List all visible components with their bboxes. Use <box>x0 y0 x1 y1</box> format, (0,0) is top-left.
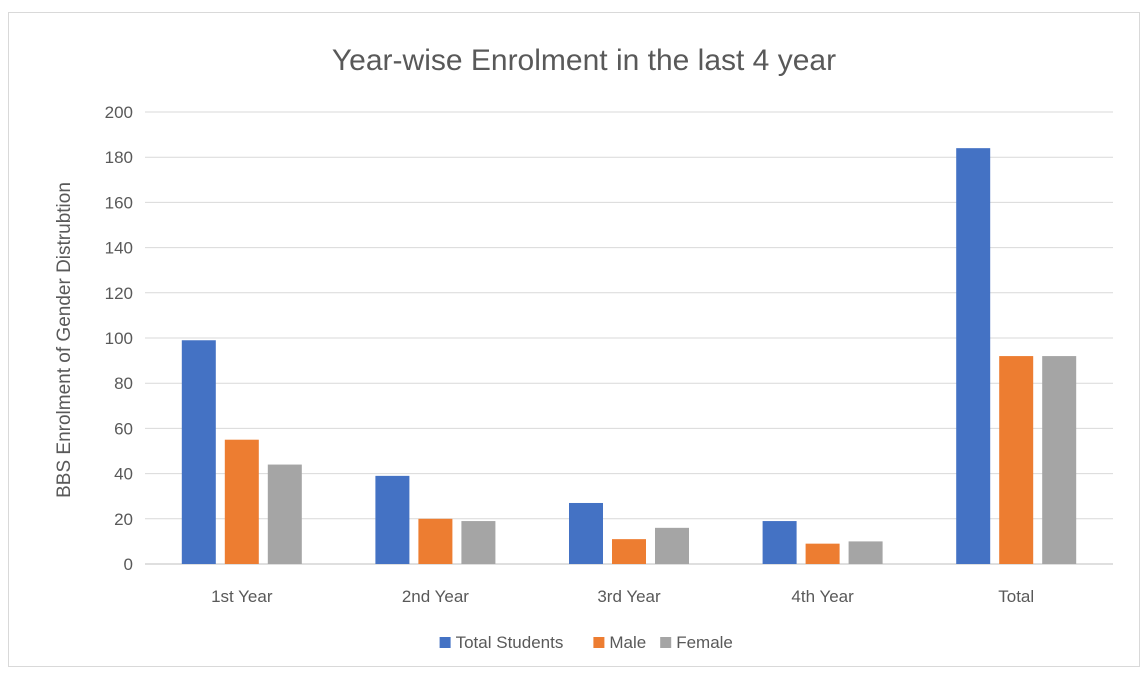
y-tick-label: 200 <box>105 103 133 122</box>
bar-male-2nd-year <box>418 518 453 564</box>
y-tick-label: 0 <box>124 555 133 574</box>
y-tick-label: 20 <box>114 510 133 529</box>
bar-male-3rd-year <box>612 539 646 564</box>
x-axis-ticks: 1st Year 2nd Year 3rd Year 4th Year Total <box>211 587 1034 606</box>
bar-total-students-3rd-year <box>569 502 603 564</box>
y-axis-title: BBS Enrolment of Gender Distrubtion <box>54 182 75 498</box>
y-tick-label: 160 <box>105 193 133 212</box>
bar-total-students-total <box>956 148 991 564</box>
bar-female-total <box>1042 356 1077 564</box>
y-tick-label: 100 <box>105 329 133 348</box>
legend-label: Female <box>676 633 733 652</box>
bar-total-students-4th-year <box>762 521 797 564</box>
bar-total-students-1st-year <box>181 340 216 564</box>
legend-label: Total Students <box>456 633 564 652</box>
bar-female-2nd-year <box>461 521 496 564</box>
bar-female-4th-year <box>848 541 883 564</box>
bar-male-total <box>999 356 1034 564</box>
bars <box>181 148 1077 564</box>
gridlines <box>145 111 1113 565</box>
y-tick-label: 40 <box>114 465 133 484</box>
legend-swatch-total-students <box>439 637 451 648</box>
x-tick-label: Total <box>998 587 1034 606</box>
legend-swatch-female <box>660 637 672 648</box>
x-tick-label: 3rd Year <box>597 587 661 606</box>
x-tick-label: 2nd Year <box>402 587 469 606</box>
y-tick-label: 60 <box>114 419 133 438</box>
y-tick-label: 80 <box>114 374 133 393</box>
x-tick-label: 4th Year <box>791 587 854 606</box>
y-tick-label: 120 <box>105 284 133 303</box>
y-tick-label: 140 <box>105 239 133 258</box>
legend: Total Students Male Female <box>439 633 733 652</box>
legend-swatch-male <box>593 637 605 648</box>
bar-female-3rd-year <box>655 527 689 564</box>
x-tick-label: 1st Year <box>211 587 273 606</box>
y-axis-ticks: 0 20 40 60 80 100 120 140 160 180 200 <box>105 103 133 574</box>
bar-female-1st-year <box>267 464 302 564</box>
bar-male-4th-year <box>805 543 840 564</box>
bar-male-1st-year <box>224 439 259 564</box>
y-tick-label: 180 <box>105 148 133 167</box>
chart-title: Year-wise Enrolment in the last 4 year <box>332 44 836 77</box>
bar-total-students-2nd-year <box>375 475 410 564</box>
legend-label: Male <box>609 633 646 652</box>
